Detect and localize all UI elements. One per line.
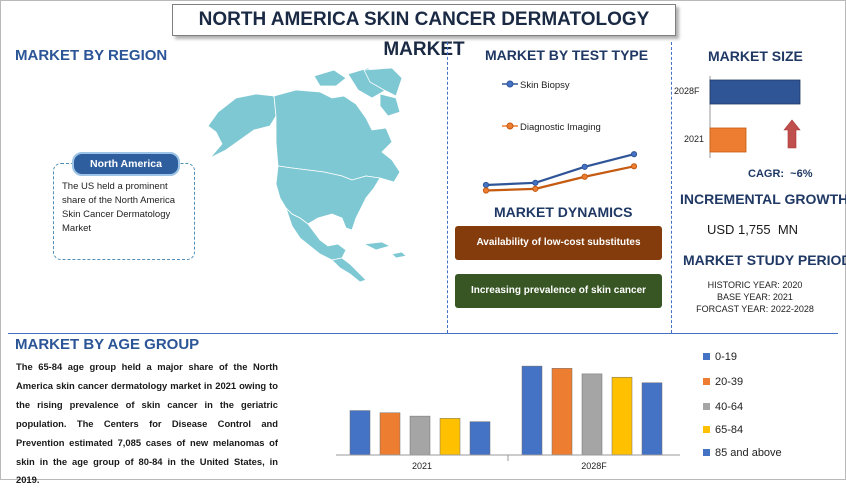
legend-item-0-19: 0-19 <box>703 351 737 363</box>
legend-label-diagnostic-imaging: Diagnostic Imaging <box>520 122 601 133</box>
divider-testtype-size <box>671 42 672 333</box>
legend-label: 0-19 <box>715 351 738 363</box>
growth-heading: INCREMENTAL GROWTH <box>680 191 846 207</box>
legend-marker-skin-biopsy <box>506 80 514 88</box>
market-size-label-2028: 2028F <box>674 86 700 96</box>
point-diagnostic-imaging-1 <box>482 187 490 194</box>
age-group-text: The 65-84 age group held a major share o… <box>16 361 278 486</box>
bar-2028f-65-84 <box>611 376 633 456</box>
legend-marker-diagnostic-imaging <box>506 122 514 130</box>
bar-2021-85-and-above <box>469 421 491 456</box>
region-badge: North America <box>72 152 180 176</box>
line-skin-biopsy <box>485 153 635 187</box>
cagr-text: CAGR: ~6% <box>748 168 813 180</box>
legend-swatch <box>703 353 710 360</box>
north-america-map <box>207 68 407 283</box>
growth-value: USD 1,755 MN <box>707 222 799 237</box>
legend-swatch <box>703 449 710 456</box>
region-heading: MARKET BY REGION <box>15 47 168 64</box>
study-period-lines: HISTORIC YEAR: 2020 BASE YEAR: 2021 FORC… <box>676 279 834 315</box>
age-group-bars <box>349 365 663 456</box>
forecast-year: FORCAST YEAR: 2022-2028 <box>696 304 814 314</box>
bar-2021-0-19 <box>349 410 371 456</box>
market-size-label-2021: 2021 <box>684 134 705 144</box>
point-diagnostic-imaging-2 <box>532 185 539 192</box>
size-bar-2021 <box>709 127 747 153</box>
bar-2021-20-39 <box>379 412 401 456</box>
bar-2028f-20-39 <box>551 368 573 456</box>
test-type-heading: MARKET BY TEST TYPE <box>485 47 649 63</box>
legend-label-skin-biopsy: Skin Biopsy <box>520 80 570 91</box>
bar-2021-40-64 <box>409 415 431 456</box>
legend-swatch <box>703 378 710 385</box>
point-skin-biopsy-4 <box>630 151 638 158</box>
growth-arrow-icon <box>783 119 801 149</box>
market-size-chart <box>709 76 801 158</box>
legend-label: 40-64 <box>715 401 744 413</box>
divider-region-testtype <box>447 42 448 333</box>
market-size-heading: MARKET SIZE <box>708 48 803 64</box>
point-diagnostic-imaging-4 <box>630 163 638 170</box>
bar-2028f-40-64 <box>581 373 603 456</box>
point-skin-biopsy-1 <box>482 181 490 189</box>
dynamics-item-prevalence: Increasing prevalence of skin cancer <box>455 274 662 308</box>
point-skin-biopsy-2 <box>532 179 539 186</box>
legend-label: 65-84 <box>715 424 744 436</box>
line-diagnostic-imaging <box>485 165 635 192</box>
region-callout-text: The US held a prominent share of the Nor… <box>62 181 175 234</box>
dynamics-heading: MARKET DYNAMICS <box>494 204 633 220</box>
test-type-legend: Skin Biopsy Diagnostic Imaging <box>502 80 601 133</box>
age-group-category-2021: 2021 <box>412 461 432 471</box>
bar-2028f-85-and-above <box>641 382 663 456</box>
map-central-america <box>331 257 367 283</box>
map-alaska <box>207 93 277 159</box>
legend-label: 85 and above <box>715 447 782 459</box>
legend-label: 20-39 <box>715 376 744 388</box>
age-group-chart: 2021 2028F <box>336 365 680 471</box>
legend-item-40-64: 40-64 <box>703 401 743 413</box>
map-mexico <box>285 207 347 261</box>
study-period-heading: MARKET STUDY PERIOD <box>683 252 846 268</box>
divider-horizontal <box>8 333 838 334</box>
legend-item-20-39: 20-39 <box>703 376 743 388</box>
legend-item-65-84: 65-84 <box>703 424 743 436</box>
dynamics-item-substitutes: Availability of low-cost substitutes <box>455 226 662 260</box>
bar-2021-65-84 <box>439 418 461 456</box>
page-title: NORTH AMERICA SKIN CANCER DERMATOLOGY MA… <box>172 4 676 60</box>
map-greenland <box>363 68 403 97</box>
test-type-chart: Skin Biopsy Diagnostic Imaging <box>482 80 638 194</box>
bar-2028f-0-19 <box>521 365 543 456</box>
age-group-category-2028: 2028F <box>581 461 607 471</box>
point-skin-biopsy-3 <box>581 163 588 170</box>
map-caribbean <box>362 241 407 259</box>
age-group-heading: MARKET BY AGE GROUP <box>15 336 200 353</box>
market-size-bars <box>709 79 801 153</box>
size-bar-2028f <box>709 79 801 105</box>
historic-year: HISTORIC YEAR: 2020 <box>707 280 803 290</box>
legend-swatch <box>703 426 710 433</box>
legend-item-85-above: 85 and above <box>703 447 782 459</box>
base-year: BASE YEAR: 2021 <box>717 292 793 302</box>
point-diagnostic-imaging-3 <box>581 173 588 180</box>
test-type-plot <box>482 151 638 194</box>
legend-swatch <box>703 403 710 410</box>
